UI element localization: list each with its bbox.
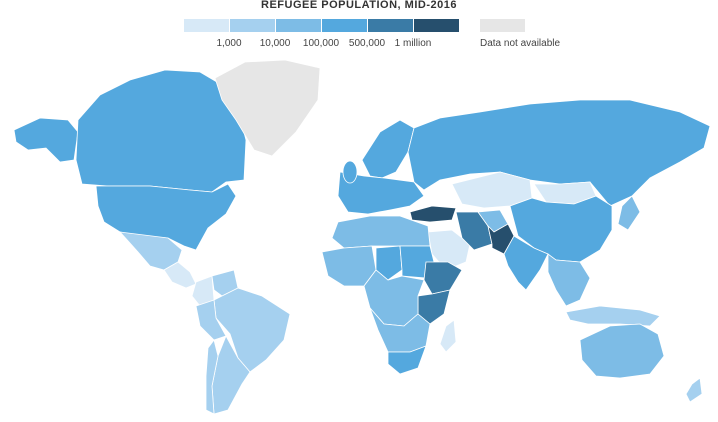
region-australia (579, 323, 665, 379)
legend-swatch-2 (230, 19, 275, 32)
legend-tick-1million: 1 million (394, 38, 432, 49)
legend-swatch-6 (414, 19, 459, 32)
region-ethiopia (423, 261, 463, 295)
legend-swatch-3 (276, 19, 321, 32)
region-new-zealand (685, 377, 703, 403)
region-turkey (409, 205, 457, 223)
legend-na-label: Data not available (480, 38, 561, 49)
region-south-africa (387, 345, 427, 375)
legend-tick-1000: 1,000 (216, 38, 242, 49)
region-indonesia (565, 305, 661, 327)
region-greenland (214, 59, 321, 157)
region-southeast-asia (547, 253, 591, 307)
legend-tick-500000: 500,000 (348, 38, 386, 49)
region-chile (205, 339, 219, 415)
region-north-africa (331, 215, 431, 249)
legend-swatch-na (480, 19, 525, 32)
legend-swatch-5 (368, 19, 413, 32)
region-alaska (13, 117, 79, 163)
legend-tick-100000: 100,000 (302, 38, 340, 49)
region-western-europe (337, 171, 425, 215)
legend-swatch-1 (184, 19, 229, 32)
region-madagascar (439, 319, 457, 353)
legend-tick-10000: 10,000 (259, 38, 291, 49)
region-canada (75, 69, 247, 193)
region-scandinavia (361, 119, 415, 179)
region-southern-africa (369, 307, 431, 353)
map-title: REFUGEE POPULATION, MID-2016 (261, 0, 457, 11)
legend-swatch-4 (322, 19, 367, 32)
region-west-africa (321, 245, 377, 287)
legend: 1,000 10,000 100,000 500,000 1 million D… (0, 19, 718, 53)
region-japan (617, 195, 641, 231)
region-brazil (213, 287, 291, 373)
region-chad (375, 245, 403, 281)
region-india (503, 235, 549, 291)
region-uk (342, 160, 358, 184)
